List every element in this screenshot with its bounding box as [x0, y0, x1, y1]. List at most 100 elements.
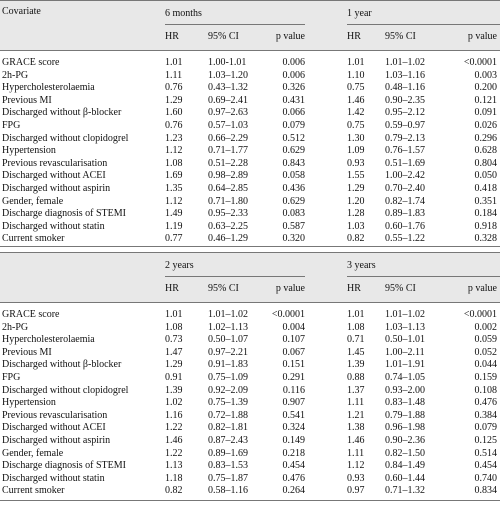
cell: 0.75–1.09: [208, 372, 248, 383]
covariate: Current smoker: [2, 233, 65, 245]
cell: 1.46: [165, 435, 183, 446]
covariate: Discharged without statin: [2, 472, 105, 484]
column-header: 95% CI: [385, 31, 416, 42]
cell: 1.03–1.13: [385, 321, 425, 333]
cell: 0.541: [282, 409, 306, 421]
cell: 1.45: [347, 346, 365, 358]
cell: 1.47: [165, 346, 183, 358]
cell: 0.324: [282, 422, 306, 434]
covariate: Previous revascularisation: [2, 157, 108, 169]
covariate: Hypercholesterolaemia: [2, 82, 95, 94]
cell: 0.89–1.69: [208, 447, 248, 459]
cell: 0.76–1.57: [385, 145, 425, 157]
cell: 0.75: [347, 120, 365, 131]
cell: 1.55: [347, 170, 365, 182]
cell: <0.0001: [271, 309, 305, 320]
header-band: [0, 252, 500, 302]
covariate: Discharge diagnosis of STEMI: [2, 460, 126, 472]
cell: 1.01–1.02: [385, 57, 425, 68]
covariate: GRACE score: [2, 57, 60, 68]
cell: 0.044: [474, 359, 498, 371]
cell: 0.834: [474, 485, 498, 497]
cell: 1.03: [347, 220, 365, 232]
cell: 0.58–1.16: [208, 485, 248, 497]
covariate: Discharged without β-blocker: [2, 107, 122, 119]
covariate: Discharge diagnosis of STEMI: [2, 208, 126, 220]
cell: 0.95–2.33: [208, 208, 248, 220]
covariate: Discharged without aspirin: [2, 435, 111, 446]
cell: 0.97–2.63: [208, 107, 248, 119]
cell: 0.066: [282, 107, 306, 119]
cell: 0.629: [282, 195, 306, 207]
column-header: HR: [165, 283, 179, 294]
cell: 0.79–2.13: [385, 132, 425, 144]
cell: 0.83–1.53: [208, 460, 248, 472]
cell: 0.79–1.88: [385, 409, 425, 421]
cell: 1.12: [165, 145, 183, 157]
cell: 0.88: [347, 372, 365, 383]
cell: 0.46–1.29: [208, 233, 248, 245]
cell: 0.90–2.35: [385, 94, 425, 106]
cell: 0.328: [474, 233, 498, 245]
cell: 0.079: [282, 120, 306, 131]
cell: 1.12: [347, 460, 365, 472]
cell: 0.151: [282, 359, 306, 371]
cell: 0.93: [347, 472, 365, 484]
rule: [0, 246, 500, 247]
column-header: 95% CI: [208, 31, 239, 42]
column-header: p value: [467, 283, 497, 294]
cell: 1.46: [347, 94, 365, 106]
cell: 0.291: [282, 372, 306, 383]
covariate: Gender, female: [2, 447, 64, 459]
cell: 0.121: [474, 94, 498, 106]
cell: 0.87–2.43: [208, 435, 248, 446]
cell: 1.29: [165, 94, 183, 106]
rule: [0, 252, 500, 253]
cell: 1.10: [347, 69, 365, 81]
column-header: 95% CI: [385, 283, 416, 294]
cell: 1.39: [347, 359, 365, 371]
cell: 0.96–1.98: [385, 422, 425, 434]
cell: 1.11: [347, 397, 365, 409]
cell: 0.058: [282, 170, 306, 182]
cell: 0.804: [474, 157, 498, 169]
cell: 0.002: [474, 321, 498, 333]
covariate: Gender, female: [2, 195, 64, 207]
cell: 0.384: [474, 409, 498, 421]
cell: 1.12: [165, 195, 183, 207]
cell: 0.843: [282, 157, 306, 169]
cell: 0.418: [474, 183, 498, 194]
covariate: Discharged without clopidogrel: [2, 384, 129, 396]
cell: 0.320: [282, 233, 306, 245]
cell: 0.60–1.44: [385, 472, 425, 484]
cell: 0.159: [474, 372, 498, 383]
cell: 0.454: [282, 460, 306, 472]
cell: 0.71–1.77: [208, 145, 248, 157]
cell: 0.108: [474, 384, 498, 396]
cell: 0.90–2.36: [385, 435, 425, 446]
cell: 0.98–2.89: [208, 170, 248, 182]
cell: 1.03–1.16: [385, 69, 425, 81]
column-header: p value: [467, 31, 497, 42]
cell: 0.82–1.74: [385, 195, 425, 207]
cell: 0.629: [282, 145, 306, 157]
period-header: 1 year: [347, 8, 372, 19]
cell: 1.22: [165, 447, 183, 459]
period-header: 3 years: [347, 260, 376, 271]
cell: 0.326: [282, 82, 306, 94]
cell: 1.01–1.02: [385, 309, 425, 320]
cell: 0.512: [282, 132, 306, 144]
covariate: GRACE score: [2, 309, 60, 320]
cell: 0.71–1.80: [208, 195, 248, 207]
cell: 0.75–1.39: [208, 397, 248, 409]
rule: [347, 24, 500, 25]
cell: 1.08: [165, 321, 183, 333]
cell: 0.628: [474, 145, 498, 157]
cell: 1.37: [347, 384, 365, 396]
cell: <0.0001: [463, 57, 497, 68]
cell: 0.73: [165, 334, 183, 346]
cell: 0.006: [282, 57, 306, 68]
cell: 0.004: [282, 321, 306, 333]
cell: 1.16: [165, 409, 183, 421]
